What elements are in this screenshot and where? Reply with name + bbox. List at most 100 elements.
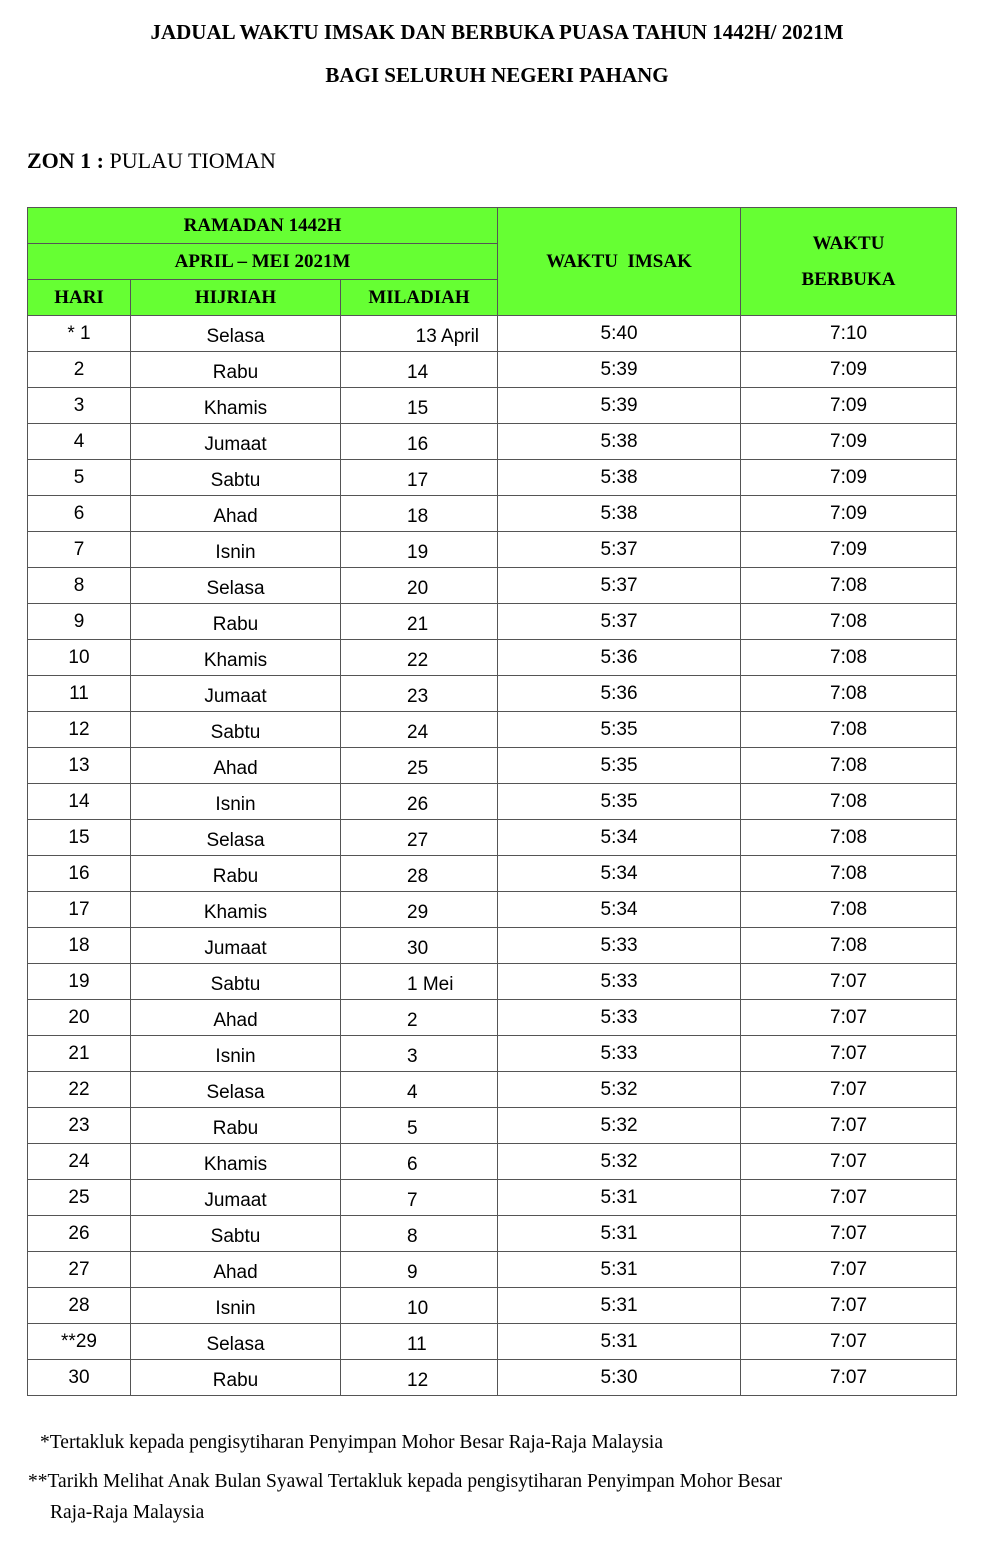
day-cell: 21 [27,1035,131,1072]
imsak-cell: 5:32 [497,1107,742,1144]
day-cell: 24 [27,1143,131,1180]
document-subtitle: BAGI SELURUH NEGERI PAHANG [325,63,669,87]
weekday-cell: Ahad [130,747,341,784]
weekday-cell: Selasa [130,567,341,604]
table-row: 4 Jumaat 16 5:38 7:09 [27,423,958,460]
zone-label: ZON 1 : [27,148,104,173]
zone-name: PULAU TIOMAN [104,148,276,173]
berbuka-cell: 7:07 [740,1359,958,1396]
imsak-cell: 5:34 [497,819,742,856]
date-cell: 12 [339,1359,499,1396]
table-row: 23 Rabu 5 5:32 7:07 [27,1107,958,1144]
table-row: 6 Ahad 18 5:38 7:09 [27,495,958,532]
date-cell: 16 [339,423,499,460]
weekday-cell: Jumaat [130,423,341,460]
weekday-cell: Isnin [130,531,341,568]
footnote-2: **Tarikh Melihat Anak Bulan Syawal Terta… [28,1471,782,1492]
date-cell: 30 [339,927,499,964]
berbuka-cell: 7:08 [740,567,958,604]
date-cell: 27 [339,819,499,856]
table-row: 21 Isnin 3 5:33 7:07 [27,1035,958,1072]
date-cell: 13 April [339,315,499,352]
day-cell: 12 [27,711,131,748]
weekday-cell: Khamis [130,891,341,928]
berbuka-cell: 7:07 [740,1251,958,1288]
date-cell: 1 Mei [339,963,499,1000]
day-cell: 8 [27,567,131,604]
day-cell: 15 [27,819,131,856]
header-months: APRIL – MEI 2021M [26,243,499,280]
date-cell: 4 [339,1071,499,1108]
imsak-cell: 5:35 [497,711,742,748]
day-cell: 16 [27,855,131,892]
berbuka-cell: 7:08 [740,891,958,928]
berbuka-cell: 7:07 [740,1107,958,1144]
day-cell: **29 [27,1323,131,1360]
day-cell: 5 [27,459,131,496]
weekday-cell: Ahad [130,999,341,1036]
weekday-cell: Sabtu [130,1215,341,1252]
header-ramadan: RAMADAN 1442H [26,207,499,244]
day-cell: 7 [27,531,131,568]
footnote-1: *Tertakluk kepada pengisytiharan Penyimp… [40,1432,663,1453]
table-row: 20 Ahad 2 5:33 7:07 [27,999,958,1036]
date-cell: 17 [339,459,499,496]
day-cell: 22 [27,1071,131,1108]
header-hari: HARI [27,279,131,316]
berbuka-cell: 7:09 [740,459,958,496]
table-row: 24 Khamis 6 5:32 7:07 [27,1143,958,1180]
weekday-cell: Khamis [130,639,341,676]
imsak-cell: 5:32 [497,1143,742,1180]
berbuka-cell: 7:07 [740,999,958,1036]
weekday-cell: Sabtu [130,459,341,496]
imsak-cell: 5:37 [497,567,742,604]
table-row: 26 Sabtu 8 5:31 7:07 [27,1215,958,1252]
table-row: 25 Jumaat 7 5:31 7:07 [27,1179,958,1216]
berbuka-cell: 7:07 [740,1215,958,1252]
berbuka-cell: 7:08 [740,639,958,676]
weekday-cell: Ahad [130,495,341,532]
berbuka-cell: 7:09 [740,387,958,424]
berbuka-cell: 7:08 [740,711,958,748]
weekday-cell: Isnin [130,1035,341,1072]
header-imsak: WAKTU IMSAK [497,207,742,316]
day-cell: 17 [27,891,131,928]
berbuka-cell: 7:08 [740,783,958,820]
date-cell: 28 [339,855,499,892]
date-cell: 5 [339,1107,499,1144]
table-row: 8 Selasa 20 5:37 7:08 [27,567,958,604]
date-cell: 23 [339,675,499,712]
day-cell: 6 [27,495,131,532]
weekday-cell: Isnin [130,783,341,820]
weekday-cell: Rabu [130,1107,341,1144]
berbuka-cell: 7:09 [740,351,958,388]
imsak-cell: 5:38 [497,423,742,460]
weekday-cell: Rabu [130,603,341,640]
imsak-cell: 5:33 [497,963,742,1000]
table-row: 13 Ahad 25 5:35 7:08 [27,747,958,784]
imsak-cell: 5:37 [497,603,742,640]
date-cell: 6 [339,1143,499,1180]
imsak-cell: 5:40 [497,315,742,352]
table-row: 9 Rabu 21 5:37 7:08 [27,603,958,640]
date-cell: 11 [339,1323,499,1360]
berbuka-cell: 7:07 [740,1071,958,1108]
date-cell: 22 [339,639,499,676]
day-cell: 3 [27,387,131,424]
table-row: 17 Khamis 29 5:34 7:08 [27,891,958,928]
zone-heading: ZON 1 : PULAU TIOMAN [27,148,276,174]
date-cell: 25 [339,747,499,784]
day-cell: 14 [27,783,131,820]
date-cell: 8 [339,1215,499,1252]
weekday-cell: Selasa [130,315,341,352]
berbuka-cell: 7:07 [740,1323,958,1360]
header-hijriah: HIJRIAH [130,279,341,316]
imsak-cell: 5:31 [497,1323,742,1360]
header-miladiah: MILADIAH [339,279,499,316]
berbuka-cell: 7:07 [740,1179,958,1216]
berbuka-cell: 7:08 [740,603,958,640]
imsak-cell: 5:31 [497,1287,742,1324]
imsak-cell: 5:33 [497,927,742,964]
date-cell: 24 [339,711,499,748]
date-cell: 7 [339,1179,499,1216]
